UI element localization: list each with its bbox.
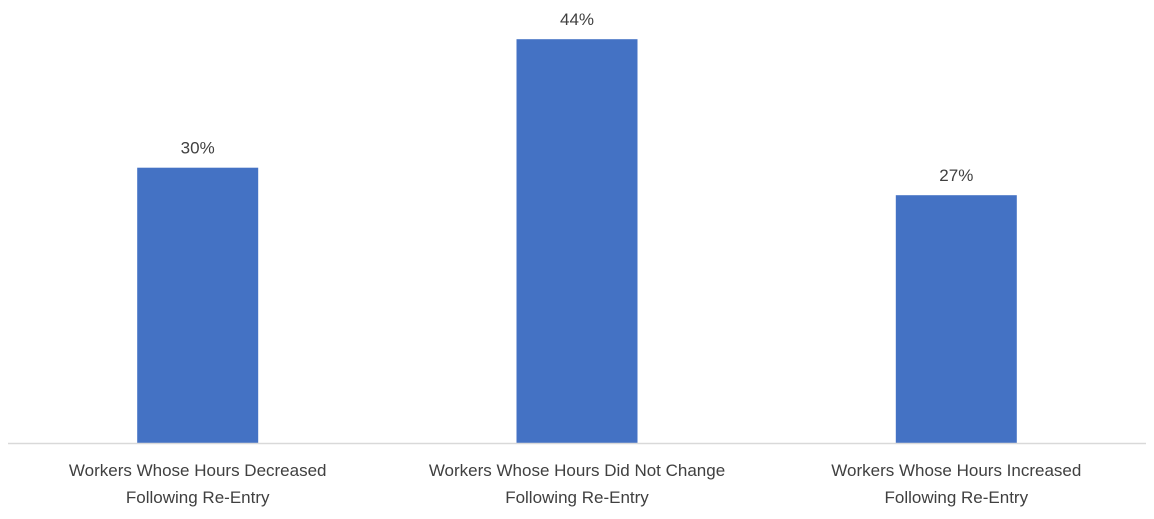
category-label-1-line-1: Workers Whose Hours Decreased (69, 461, 327, 480)
category-labels-group: Workers Whose Hours Decreased Following R… (69, 461, 1081, 507)
bar-2 (516, 39, 638, 443)
bar-3 (895, 195, 1017, 443)
bar-1 (137, 167, 259, 443)
category-label-3-line-2: Following Re-Entry (884, 488, 1028, 507)
value-labels-group: 30% 44% 27% (181, 10, 974, 185)
data-label-2: 44% (560, 10, 594, 29)
category-label-2-line-2: Following Re-Entry (505, 488, 649, 507)
category-label-2-line-1: Workers Whose Hours Did Not Change (429, 461, 725, 480)
data-label-3: 27% (939, 166, 973, 185)
category-label-1-line-2: Following Re-Entry (126, 488, 270, 507)
category-label-3-line-1: Workers Whose Hours Increased (831, 461, 1081, 480)
bars-group (137, 39, 1017, 443)
data-label-1: 30% (181, 139, 215, 158)
